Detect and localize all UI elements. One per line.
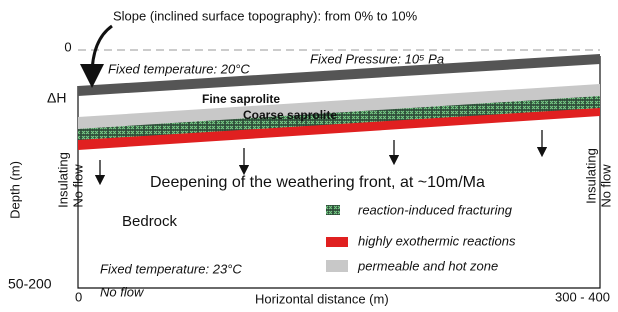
bottom-temperature: Fixed temperature: 23°C (100, 261, 242, 276)
boundary-label: No flow (598, 164, 613, 208)
boundary-label: Insulating (55, 152, 70, 208)
bottom-flow: No flow (100, 284, 145, 299)
top-pressure: Fixed Pressure: 10⁵ Pa (310, 51, 444, 66)
boundary-label: Insulating (583, 148, 598, 204)
bedrock-label: Bedrock (122, 213, 178, 230)
legend-symbol (326, 260, 348, 272)
delta-h: ΔH (47, 90, 66, 106)
y-bottom-label: 50-200 (8, 276, 52, 292)
layer-label: Coarse saprolite (243, 108, 337, 122)
top-temperature: Fixed temperature: 20°C (108, 61, 250, 76)
y-axis-label: Depth (m) (7, 161, 22, 219)
x-axis-label: Horizontal distance (m) (255, 291, 389, 306)
x-start-label: 0 (75, 289, 82, 304)
legend-text: reaction-induced fracturing (358, 202, 513, 217)
legend-text: permeable and hot zone (357, 258, 498, 273)
legend-symbol (326, 205, 340, 215)
legend-text: highly exothermic reactions (358, 233, 516, 248)
front-note: Deepening of the weathering front, at ~1… (150, 174, 485, 191)
depth-zero: 0 (64, 39, 71, 54)
legend-symbol (326, 237, 348, 247)
layer-label: Fine saprolite (202, 92, 280, 106)
slope-note: Slope (inclined surface topography): fro… (113, 8, 418, 23)
x-end-label: 300 - 400 (555, 289, 610, 304)
diagram: Slope (inclined surface topography): fro… (0, 0, 618, 312)
boundary-label: No flow (70, 164, 85, 208)
